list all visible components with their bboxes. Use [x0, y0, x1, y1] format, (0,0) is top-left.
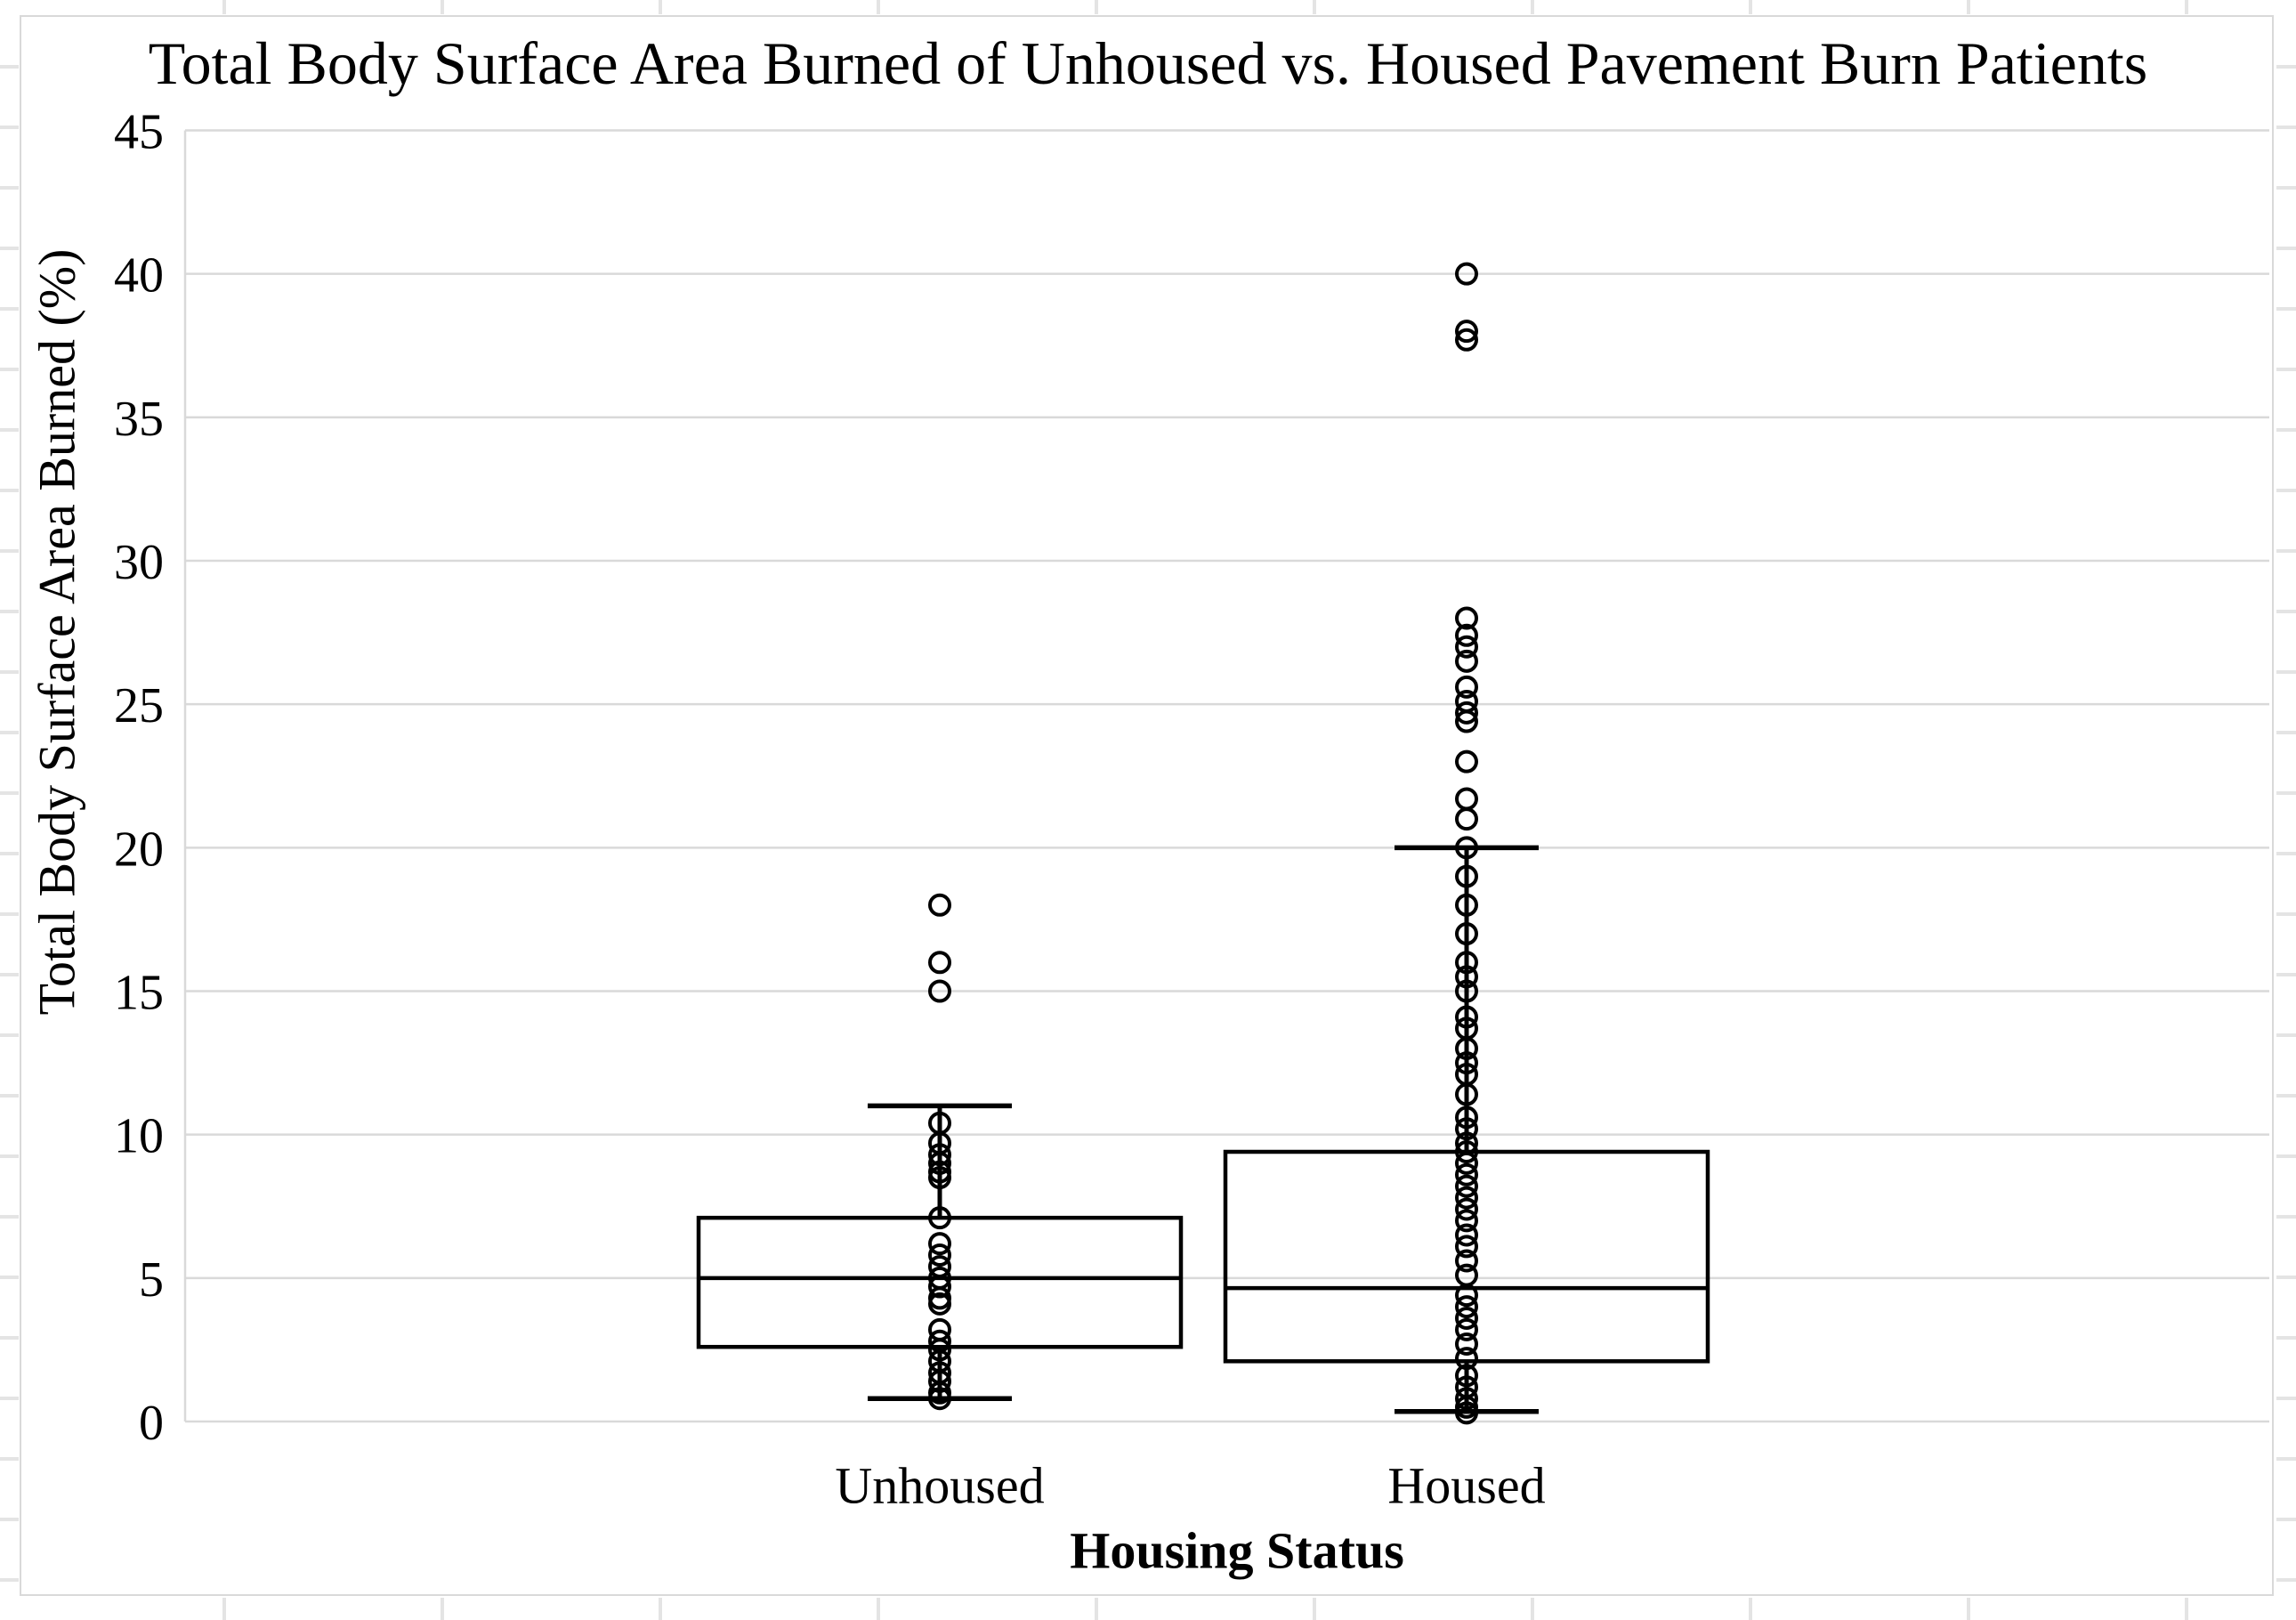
chart-title: Total Body Surface Area Burned of Unhous… [148, 29, 2148, 97]
data-point-housed-24.7 [1455, 701, 1478, 725]
data-point-unhoused-2.5 [928, 1338, 951, 1362]
data-point-housed-40 [1455, 262, 1478, 286]
data-point-housed-6.1 [1455, 1235, 1478, 1259]
data-point-housed-25.6 [1455, 675, 1478, 699]
data-point-housed-7.4 [1455, 1197, 1478, 1221]
data-point-unhoused-9.3 [928, 1143, 951, 1167]
data-point-housed-2.7 [1455, 1332, 1478, 1356]
data-point-housed-18 [1455, 893, 1478, 917]
data-point-housed-6.5 [1455, 1223, 1478, 1247]
data-point-housed-24.4 [1455, 709, 1478, 733]
data-point-housed-5.1 [1455, 1263, 1478, 1287]
x-axis-title: Housing Status [1070, 1521, 1404, 1580]
data-point-housed-4.4 [1455, 1284, 1478, 1308]
box-unhoused [696, 1215, 1184, 1349]
y-tick-label-45: 45 [114, 105, 164, 160]
y-tick-label-20: 20 [114, 822, 164, 877]
category-label-housed: Housed [1387, 1457, 1545, 1515]
data-point-housed-27.4 [1455, 623, 1478, 647]
data-point-housed-15.5 [1455, 965, 1478, 989]
data-point-housed-0.3 [1455, 1401, 1478, 1425]
data-point-housed-28 [1455, 606, 1478, 630]
data-point-housed-14.1 [1455, 1005, 1478, 1029]
data-point-housed-37.7 [1455, 328, 1478, 352]
y-tick-label-35: 35 [114, 392, 164, 447]
data-point-housed-10.2 [1455, 1117, 1478, 1141]
data-point-housed-3.2 [1455, 1317, 1478, 1341]
y-axis-title: Total Body Surface Area Burned (%) [28, 248, 86, 1016]
data-point-housed-21 [1455, 807, 1478, 831]
data-point-housed-20 [1455, 836, 1478, 860]
data-point-housed-27 [1455, 635, 1478, 659]
data-point-housed-3.6 [1455, 1306, 1478, 1330]
data-point-housed-11.4 [1455, 1082, 1478, 1106]
data-point-housed-2.2 [1455, 1347, 1478, 1371]
data-point-unhoused-7.1 [928, 1206, 951, 1230]
data-point-housed-10.6 [1455, 1106, 1478, 1130]
data-point-unhoused-9 [928, 1151, 951, 1175]
category-label-unhoused: Unhoused [835, 1457, 1044, 1515]
y-tick-label-25: 25 [114, 678, 164, 733]
y-tick-label-40: 40 [114, 248, 164, 304]
data-point-unhoused-16 [928, 951, 951, 975]
data-point-housed-15 [1455, 979, 1478, 1003]
data-point-housed-9 [1455, 1151, 1478, 1175]
y-tick-label-10: 10 [114, 1109, 164, 1164]
data-point-unhoused-5.8 [928, 1243, 951, 1268]
data-point-housed-1.6 [1455, 1364, 1478, 1388]
data-point-housed-21.7 [1455, 787, 1478, 811]
data-point-housed-8.2 [1455, 1174, 1478, 1198]
data-point-housed-7.8 [1455, 1186, 1478, 1210]
data-point-housed-38 [1455, 320, 1478, 344]
data-point-housed-0.8 [1455, 1387, 1478, 1411]
data-point-unhoused-4.1 [928, 1292, 951, 1316]
data-point-housed-26.5 [1455, 649, 1478, 673]
data-point-unhoused-4.7 [928, 1275, 951, 1299]
data-point-unhoused-6.2 [928, 1232, 951, 1256]
data-point-housed-16 [1455, 951, 1478, 975]
data-point-housed-8.6 [1455, 1162, 1478, 1187]
y-tick-label-30: 30 [114, 535, 164, 590]
data-point-housed-9.4 [1455, 1140, 1478, 1164]
data-point-housed-5.6 [1455, 1249, 1478, 1273]
data-point-unhoused-0.8 [928, 1387, 951, 1411]
y-tick-label-0: 0 [139, 1396, 164, 1451]
data-point-housed-17 [1455, 922, 1478, 946]
data-point-unhoused-18 [928, 893, 951, 917]
data-point-unhoused-1.4 [928, 1369, 951, 1393]
y-tick-label-15: 15 [114, 966, 164, 1021]
y-tick-label-5: 5 [139, 1252, 164, 1308]
chart-object-frame [20, 15, 2274, 1596]
data-point-housed-19 [1455, 864, 1478, 888]
data-point-housed-7 [1455, 1209, 1478, 1233]
data-point-unhoused-8.5 [928, 1166, 951, 1190]
data-point-housed-23 [1455, 749, 1478, 774]
data-point-housed-13 [1455, 1036, 1478, 1060]
data-point-unhoused-15 [928, 979, 951, 1003]
data-point-housed-4 [1455, 1295, 1478, 1319]
data-point-housed-12.5 [1455, 1051, 1478, 1075]
